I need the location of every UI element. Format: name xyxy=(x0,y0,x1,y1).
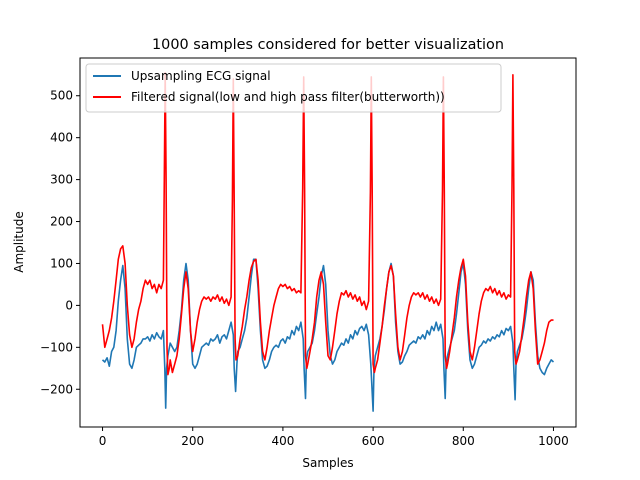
plot-area xyxy=(79,57,577,428)
y-tick-label: −100 xyxy=(40,340,73,354)
y-tick-label: 400 xyxy=(50,131,73,145)
x-tick-label: 0 xyxy=(99,434,107,448)
y-tick-label: 0 xyxy=(65,298,73,312)
x-tick-label: 200 xyxy=(181,434,204,448)
y-tick-label: 100 xyxy=(50,256,73,270)
series-line-filtered xyxy=(101,71,554,376)
x-tick-label: 600 xyxy=(362,434,385,448)
series-line-ecg xyxy=(101,258,555,412)
legend: Upsampling ECG signal Filtered signal(lo… xyxy=(85,63,502,113)
chart-title: 1000 samples considered for better visua… xyxy=(152,37,504,53)
y-axis-ticks: −200 −100 0 100 200 300 400 500 xyxy=(40,89,80,396)
y-tick-label: 500 xyxy=(50,89,73,103)
x-tick-label: 1000 xyxy=(538,434,569,448)
y-tick-label: 200 xyxy=(50,215,73,229)
x-tick-label: 800 xyxy=(452,434,475,448)
legend-box xyxy=(85,63,502,113)
x-axis-title: Samples xyxy=(302,456,353,470)
x-tick-label: 400 xyxy=(271,434,294,448)
y-tick-label: 300 xyxy=(50,173,73,187)
y-tick-label: −200 xyxy=(40,382,73,396)
plot-frame xyxy=(79,57,577,428)
legend-label-ecg: Upsampling ECG signal xyxy=(131,69,271,83)
y-axis-title: Amplitude xyxy=(12,211,26,273)
x-axis-ticks: 0 200 400 600 800 1000 xyxy=(99,427,569,448)
series-layer xyxy=(101,71,555,412)
legend-label-filtered: Filtered signal(low and high pass filter… xyxy=(131,90,445,104)
